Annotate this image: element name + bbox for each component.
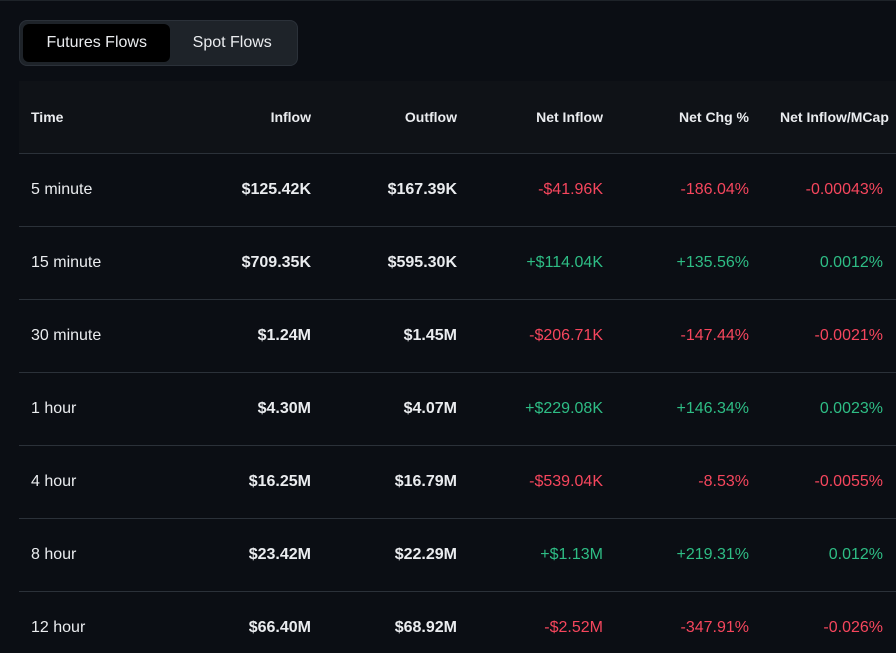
header-inflow[interactable]: Inflow (270, 109, 311, 125)
cell-inflow: $4.30M (257, 400, 311, 417)
cell-net-chg: +219.31% (676, 546, 749, 563)
cell-inflow: $23.42M (248, 546, 311, 563)
tab-futures-flows[interactable]: Futures Flows (23, 24, 171, 62)
cell-net-chg: +135.56% (676, 254, 749, 271)
cell-net-inflow-mcap: 0.0023% (819, 400, 883, 417)
table-row[interactable]: 4 hour $16.25M $16.79M -$539.04K -8.53% -0.00… (19, 446, 896, 519)
cell-net-inflow: -$539.04K (529, 473, 603, 490)
cell-inflow: $66.40M (248, 619, 311, 636)
cell-outflow: $16.79M (394, 473, 457, 490)
table-header: Time Inflow Outflow Net Inflow Net Chg %… (19, 81, 896, 154)
cell-net-chg: +146.34% (676, 400, 749, 417)
cell-outflow: $1.45M (403, 327, 457, 344)
cell-inflow: $709.35K (241, 254, 311, 271)
flows-table: Time Inflow Outflow Net Inflow Net Chg %… (19, 81, 896, 653)
cell-net-inflow: +$1.13M (540, 546, 603, 563)
cell-outflow: $68.92M (394, 619, 457, 636)
header-time[interactable]: Time (31, 109, 64, 125)
cell-outflow: $595.30K (387, 254, 457, 271)
cell-time: 4 hour (31, 473, 77, 490)
cell-time: 8 hour (31, 546, 77, 563)
table-row[interactable]: 12 hour $66.40M $68.92M -$2.52M -347.91% -0.0… (19, 592, 896, 653)
cell-time: 15 minute (31, 254, 102, 271)
cell-time: 1 hour (31, 400, 77, 417)
cell-outflow: $167.39K (387, 181, 457, 198)
cell-inflow: $1.24M (257, 327, 311, 344)
cell-time: 5 minute (31, 181, 93, 198)
cell-net-inflow-mcap: -0.00043% (805, 181, 883, 198)
cell-inflow: $16.25M (248, 473, 311, 490)
cell-net-inflow-mcap: -0.0021% (814, 327, 884, 344)
cell-outflow: $4.07M (403, 400, 457, 417)
table-body: 5 minute $125.42K $167.39K -$41.96K -186.04%… (19, 154, 896, 653)
flows-tab-switcher: Futures Flows Spot Flows (19, 20, 298, 66)
tab-spot-flows[interactable]: Spot Flows (192, 34, 272, 51)
cell-net-chg: -347.91% (680, 619, 750, 636)
cell-time: 12 hour (31, 619, 86, 636)
cell-time: 30 minute (31, 327, 102, 344)
header-net-chg[interactable]: Net Chg % (679, 109, 749, 125)
table-row[interactable]: 15 minute $709.35K $595.30K +$114.04K +135.5… (19, 227, 896, 300)
cell-net-inflow: -$41.96K (538, 181, 603, 198)
cell-net-inflow-mcap: -0.0055% (814, 473, 884, 490)
cell-net-inflow: +$229.08K (525, 400, 603, 417)
cell-net-inflow-mcap: -0.026% (823, 619, 883, 636)
cell-net-inflow: -$2.52M (544, 619, 603, 636)
header-net-inflow-mcap[interactable]: Net Inflow/MCap (780, 109, 889, 125)
cell-net-chg: -147.44% (680, 327, 750, 344)
cell-net-chg: -8.53% (698, 473, 749, 490)
table-row[interactable]: 30 minute $1.24M $1.45M -$206.71K -147.44% -0… (19, 300, 896, 373)
cell-net-inflow-mcap: 0.012% (828, 546, 883, 563)
cell-net-inflow: -$206.71K (529, 327, 603, 344)
cell-net-inflow-mcap: 0.0012% (819, 254, 883, 271)
header-outflow[interactable]: Outflow (404, 109, 457, 125)
cell-net-chg: -186.04% (680, 181, 750, 198)
table-row[interactable]: 1 hour $4.30M $4.07M +$229.08K +146.34% 0.002… (19, 373, 896, 446)
header-net-inflow[interactable]: Net Inflow (536, 109, 603, 125)
cell-outflow: $22.29M (394, 546, 457, 563)
table-row[interactable]: 8 hour $23.42M $22.29M +$1.13M +219.31% 0.012… (19, 519, 896, 592)
cell-inflow: $125.42K (241, 181, 311, 198)
table-row[interactable]: 5 minute $125.42K $167.39K -$41.96K -186.04%… (19, 154, 896, 227)
cell-net-inflow: +$114.04K (526, 254, 603, 271)
